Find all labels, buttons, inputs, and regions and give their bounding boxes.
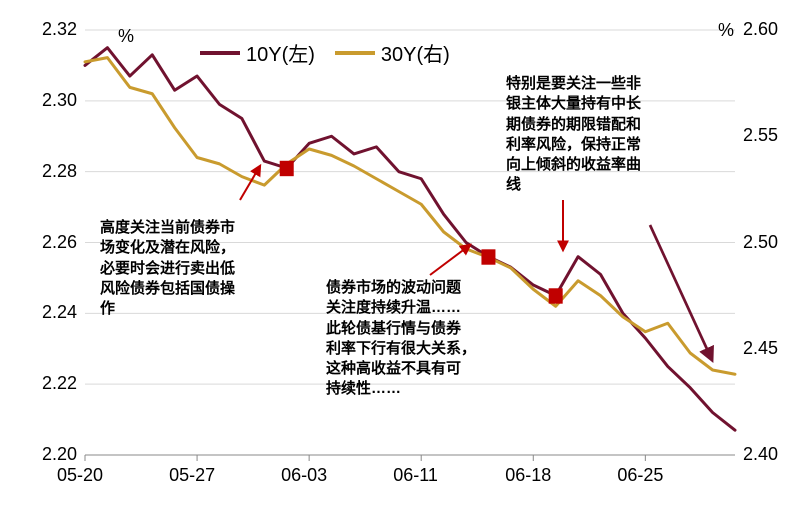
legend-label-30y: 30Y(右) <box>381 38 450 67</box>
x-tick: 06-25 <box>617 465 663 486</box>
x-tick: 06-18 <box>505 465 551 486</box>
chart-container: % % 10Y(左) 30Y(右) 高度关注当前债券市 场变化及潜在风险， 必要… <box>0 0 793 505</box>
y-right-tick: 2.45 <box>743 338 778 359</box>
y-left-tick: 2.24 <box>42 302 77 323</box>
legend-swatch-10y <box>200 51 240 55</box>
legend-label-10y: 10Y(左) <box>246 38 315 67</box>
x-tick: 06-03 <box>281 465 327 486</box>
y-right-tick: 2.40 <box>743 444 778 465</box>
y-right-tick: 2.60 <box>743 19 778 40</box>
left-unit: % <box>118 26 134 47</box>
x-tick: 05-27 <box>169 465 215 486</box>
y-left-tick: 2.32 <box>42 19 77 40</box>
y-left-tick: 2.28 <box>42 161 77 182</box>
y-right-tick: 2.50 <box>743 232 778 253</box>
x-tick: 06-11 <box>393 465 438 486</box>
annotation-2: 特别是要关注一些非 银主体大量持有中长 期债券的期限错配和 利率风险，保持正常 … <box>506 74 641 196</box>
annotation-0: 高度关注当前债券市 场变化及潜在风险， 必要时会进行卖出低 风险债券包括国债操 … <box>100 218 235 319</box>
y-left-tick: 2.26 <box>42 232 77 253</box>
y-right-tick: 2.55 <box>743 125 778 146</box>
annotation-1: 债券市场的波动问题 关注度持续升温…… 此轮债基行情与债券 利率下行有很大关系，… <box>326 278 476 400</box>
y-left-tick: 2.20 <box>42 444 77 465</box>
right-unit: % <box>718 20 734 41</box>
legend-swatch-30y <box>335 51 375 55</box>
legend-item-10y: 10Y(左) <box>200 38 315 67</box>
y-left-tick: 2.30 <box>42 90 77 111</box>
legend: 10Y(左) 30Y(右) <box>200 38 450 67</box>
x-tick: 05-20 <box>57 465 103 486</box>
y-left-tick: 2.22 <box>42 373 77 394</box>
legend-item-30y: 30Y(右) <box>335 38 450 67</box>
